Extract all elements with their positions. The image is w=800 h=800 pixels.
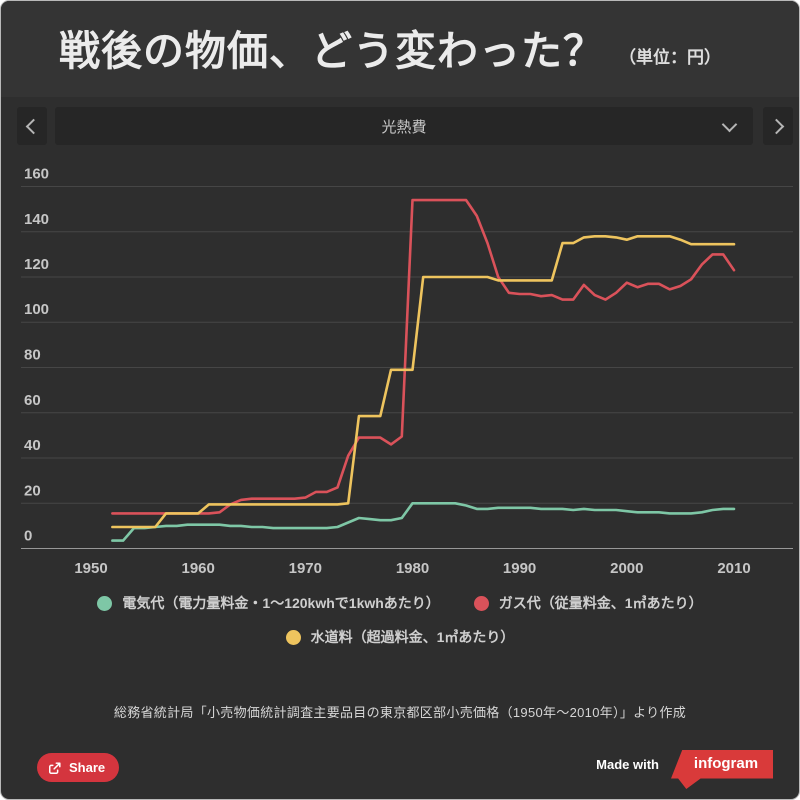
made-with-label: Made with — [596, 757, 659, 772]
svg-text:20: 20 — [24, 482, 41, 499]
legend-item[interactable]: 電気代（電力量料金・1〜120kwhで1kwhあたり） — [97, 593, 440, 613]
page-title: 戦後の物価、どう変わった？ — [59, 28, 605, 74]
svg-text:2010: 2010 — [717, 560, 750, 577]
price-chart: 0 20 40 60 80 100 120 140 160 1950 1960 1970 1980 199… — [21, 166, 793, 577]
chevron-right-icon — [768, 118, 785, 134]
legend-row-1: 電気代（電力量料金・1〜120kwhで1kwhあたり） ガス代（従量料金、1㎥あた… — [97, 593, 703, 613]
chart-legend: 電気代（電力量料金・1〜120kwhで1kwhあたり） ガス代（従量料金、1㎥あた… — [1, 593, 799, 647]
share-button[interactable]: Share — [37, 753, 120, 782]
category-dropdown[interactable]: 光熱費 — [55, 107, 753, 145]
legend-item[interactable]: 水道料（超過料金、1㎥あたり） — [285, 627, 515, 647]
share-button-label: Share — [69, 760, 106, 775]
svg-text:160: 160 — [24, 166, 49, 183]
legend-dot-icon — [473, 595, 489, 611]
svg-text:2000: 2000 — [610, 560, 643, 577]
chevron-left-icon — [25, 118, 42, 134]
share-icon — [49, 761, 61, 774]
category-dropdown-value: 光熱費 — [381, 118, 427, 136]
legend-dot-icon — [97, 595, 113, 611]
svg-text:1950: 1950 — [74, 560, 107, 577]
svg-text:60: 60 — [24, 392, 41, 409]
header — [1, 1, 799, 97]
next-chart-button[interactable] — [763, 107, 793, 145]
legend-row-2: 水道料（超過料金、1㎥あたり） — [285, 627, 515, 647]
infogram-logo[interactable]: infogram — [671, 750, 773, 789]
legend-label: ガス代（従量料金、1㎥あたり） — [498, 595, 703, 611]
svg-text:1990: 1990 — [503, 560, 536, 577]
legend-label: 電気代（電力量料金・1〜120kwhで1kwhあたり） — [122, 595, 440, 611]
svg-text:100: 100 — [24, 301, 49, 318]
svg-text:40: 40 — [24, 437, 41, 454]
svg-text:0: 0 — [24, 528, 32, 545]
infogram-logo-label: infogram — [693, 755, 759, 772]
unit-note: （単位：円） — [619, 48, 721, 68]
svg-text:1980: 1980 — [396, 560, 429, 577]
svg-text:120: 120 — [24, 256, 49, 273]
source-attribution: 総務省統計局「小売物価統計調査主要品目の東京都区部小売価格（1950年〜2010… — [113, 705, 687, 720]
svg-text:1960: 1960 — [182, 560, 215, 577]
svg-text:1970: 1970 — [289, 560, 322, 577]
prev-chart-button[interactable] — [17, 107, 47, 145]
legend-item[interactable]: ガス代（従量料金、1㎥あたり） — [473, 593, 703, 613]
svg-text:140: 140 — [24, 211, 49, 228]
svg-text:80: 80 — [24, 347, 41, 364]
chevron-down-icon — [721, 116, 738, 133]
title-row: 戦後の物価、どう変わった？ （単位：円） — [59, 28, 721, 74]
legend-dot-icon — [285, 629, 301, 645]
legend-label: 水道料（超過料金、1㎥あたり） — [310, 629, 515, 645]
footer-branding: Made with infogram — [596, 750, 773, 789]
